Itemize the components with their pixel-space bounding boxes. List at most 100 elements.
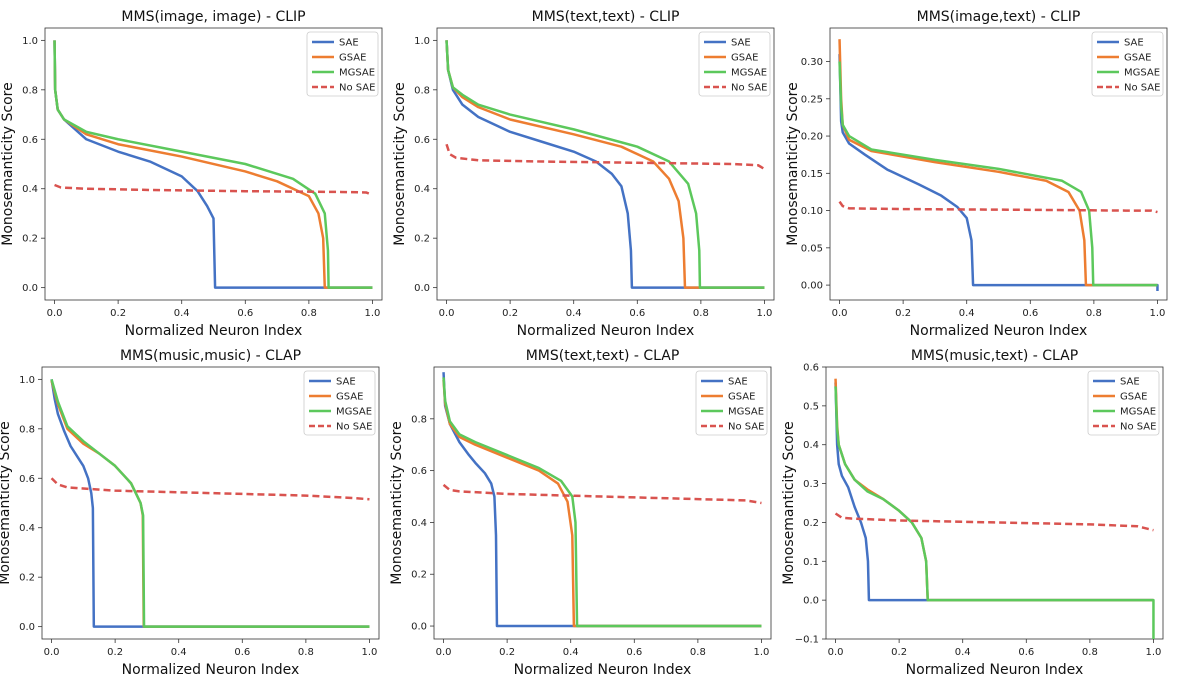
- legend-label: SAE: [339, 38, 359, 49]
- x-tick-label: 0.4: [955, 647, 971, 658]
- y-axis-label: Monosemanticity Score: [389, 421, 405, 584]
- series-line-no-sae: [54, 183, 373, 197]
- x-tick-label: 0.2: [891, 647, 907, 658]
- x-tick-label: 0.6: [237, 308, 253, 319]
- series-line-mgsae: [838, 61, 1158, 287]
- legend-box: [1091, 31, 1164, 97]
- chart-panel-6: MMS(music,text) - CLAP 0.0 0.2 0.4 0.6 0.8 1.0…: [781, 348, 1164, 678]
- series-line-mgsae: [445, 40, 765, 289]
- legend-label: No SAE: [1120, 422, 1156, 433]
- chart-panel-3: MMS(image,text) - CLIP 0.0 0.2 0.4 0.6 0.8 1.0…: [785, 9, 1168, 339]
- y-tick-label: 0.8: [411, 414, 427, 425]
- legend: SAE GSAE MGSAE No SAE: [1087, 370, 1160, 436]
- x-tick-label: 0.0: [832, 308, 848, 319]
- series-line-no-sae: [442, 483, 762, 505]
- chart-title: MMS(image,text) - CLIP: [917, 9, 1081, 25]
- x-tick-label: 1.0: [365, 308, 381, 319]
- y-tick-label: 0.00: [801, 281, 823, 292]
- y-tick-label: 0.4: [803, 440, 819, 451]
- y-tick-label: 0.6: [414, 135, 430, 146]
- x-tick-label: 1.0: [754, 647, 770, 658]
- x-tick-label: 0.6: [626, 647, 642, 658]
- y-tick-label: 1.0: [22, 36, 38, 47]
- series-line-sae: [834, 382, 1154, 602]
- legend-box: [303, 370, 376, 436]
- series-line-mgsae: [834, 386, 1155, 639]
- x-tick-label: 0.8: [298, 647, 314, 658]
- y-tick-label: 0.3: [803, 479, 819, 490]
- x-tick-label: 0.8: [1086, 308, 1102, 319]
- legend-label: SAE: [1120, 377, 1140, 388]
- y-tick-label: 0.6: [803, 363, 819, 374]
- y-tick-label: 0.6: [19, 474, 35, 485]
- legend-label: GSAE: [1120, 392, 1147, 403]
- y-tick-label: 0.0: [22, 283, 38, 294]
- x-tick-label: 0.8: [693, 308, 709, 319]
- x-tick-label: 0.4: [959, 308, 975, 319]
- y-tick-label: 0.4: [414, 184, 430, 195]
- x-tick-label: 0.0: [47, 308, 63, 319]
- x-tick-label: 0.0: [436, 647, 452, 658]
- x-tick-label: 0.6: [234, 647, 250, 658]
- legend-label: GSAE: [728, 392, 755, 403]
- legend-label: GSAE: [336, 392, 363, 403]
- x-tick-label: 1.0: [362, 647, 378, 658]
- legend-label: No SAE: [728, 422, 764, 433]
- legend: SAE GSAE MGSAE No SAE: [695, 370, 768, 436]
- series-line-no-sae: [445, 143, 766, 171]
- legend: SAE GSAE MGSAE No SAE: [698, 31, 771, 97]
- legend-box: [306, 31, 379, 97]
- legend-label: SAE: [731, 38, 751, 49]
- y-tick-label: 0.2: [22, 234, 38, 245]
- legend-label: SAE: [728, 377, 748, 388]
- y-tick-label: 0.1: [803, 557, 819, 568]
- legend-label: MGSAE: [336, 407, 372, 418]
- chart-title: MMS(image, image) - CLIP: [121, 9, 305, 25]
- x-tick-label: 0.0: [439, 308, 455, 319]
- x-tick-label: 0.2: [502, 308, 518, 319]
- legend-label: SAE: [1124, 38, 1144, 49]
- series-line-mgsae: [442, 377, 762, 628]
- series-line-mgsae: [53, 40, 373, 289]
- legend-label: No SAE: [731, 83, 767, 94]
- x-tick-label: 0.4: [563, 647, 579, 658]
- x-tick-label: 1.0: [1146, 647, 1162, 658]
- x-tick-label: 0.6: [1018, 647, 1034, 658]
- x-tick-label: 0.8: [690, 647, 706, 658]
- series-line-no-sae: [50, 477, 370, 501]
- y-tick-label: 0.6: [411, 466, 427, 477]
- x-tick-label: 0.4: [171, 647, 187, 658]
- y-tick-label: 0.15: [801, 169, 823, 180]
- series-line-sae: [445, 40, 765, 289]
- y-tick-label: 0.8: [19, 424, 35, 435]
- legend-label: GSAE: [731, 53, 758, 64]
- chart-title: MMS(text,text) - CLIP: [532, 9, 680, 25]
- x-tick-label: 0.8: [301, 308, 317, 319]
- y-tick-label: 0.0: [803, 596, 819, 607]
- y-tick-label: 0.0: [19, 622, 35, 633]
- x-tick-label: 0.4: [174, 308, 190, 319]
- x-tick-label: 0.2: [107, 647, 123, 658]
- y-tick-label: 0.25: [801, 94, 823, 105]
- series-line-sae: [50, 379, 370, 628]
- legend-label: GSAE: [339, 53, 366, 64]
- x-axis-label: Normalized Neuron Index: [910, 323, 1088, 339]
- x-tick-label: 0.0: [44, 647, 60, 658]
- x-tick-label: 0.0: [828, 647, 844, 658]
- x-tick-label: 0.6: [1022, 308, 1038, 319]
- legend-box: [695, 370, 768, 436]
- y-axis-label: Monosemanticity Score: [392, 82, 408, 245]
- legend-label: MGSAE: [728, 407, 764, 418]
- x-tick-label: 0.8: [1082, 647, 1098, 658]
- chart-panel-5: MMS(text,text) - CLAP 0.0 0.2 0.4 0.6 0.8 1.0 0…: [389, 348, 772, 678]
- legend-box: [1087, 370, 1160, 436]
- x-axis-label: Normalized Neuron Index: [125, 323, 303, 339]
- chart-panel-4: MMS(music,music) - CLAP 0.0 0.2 0.4 0.6 0.8 1.…: [0, 348, 380, 678]
- series-line-sae: [838, 54, 1159, 292]
- x-axis-label: Normalized Neuron Index: [514, 662, 692, 678]
- y-tick-label: 0.2: [803, 518, 819, 529]
- legend-label: MGSAE: [339, 68, 375, 79]
- legend-label: No SAE: [1124, 83, 1160, 94]
- series-line-no-sae: [838, 200, 1158, 214]
